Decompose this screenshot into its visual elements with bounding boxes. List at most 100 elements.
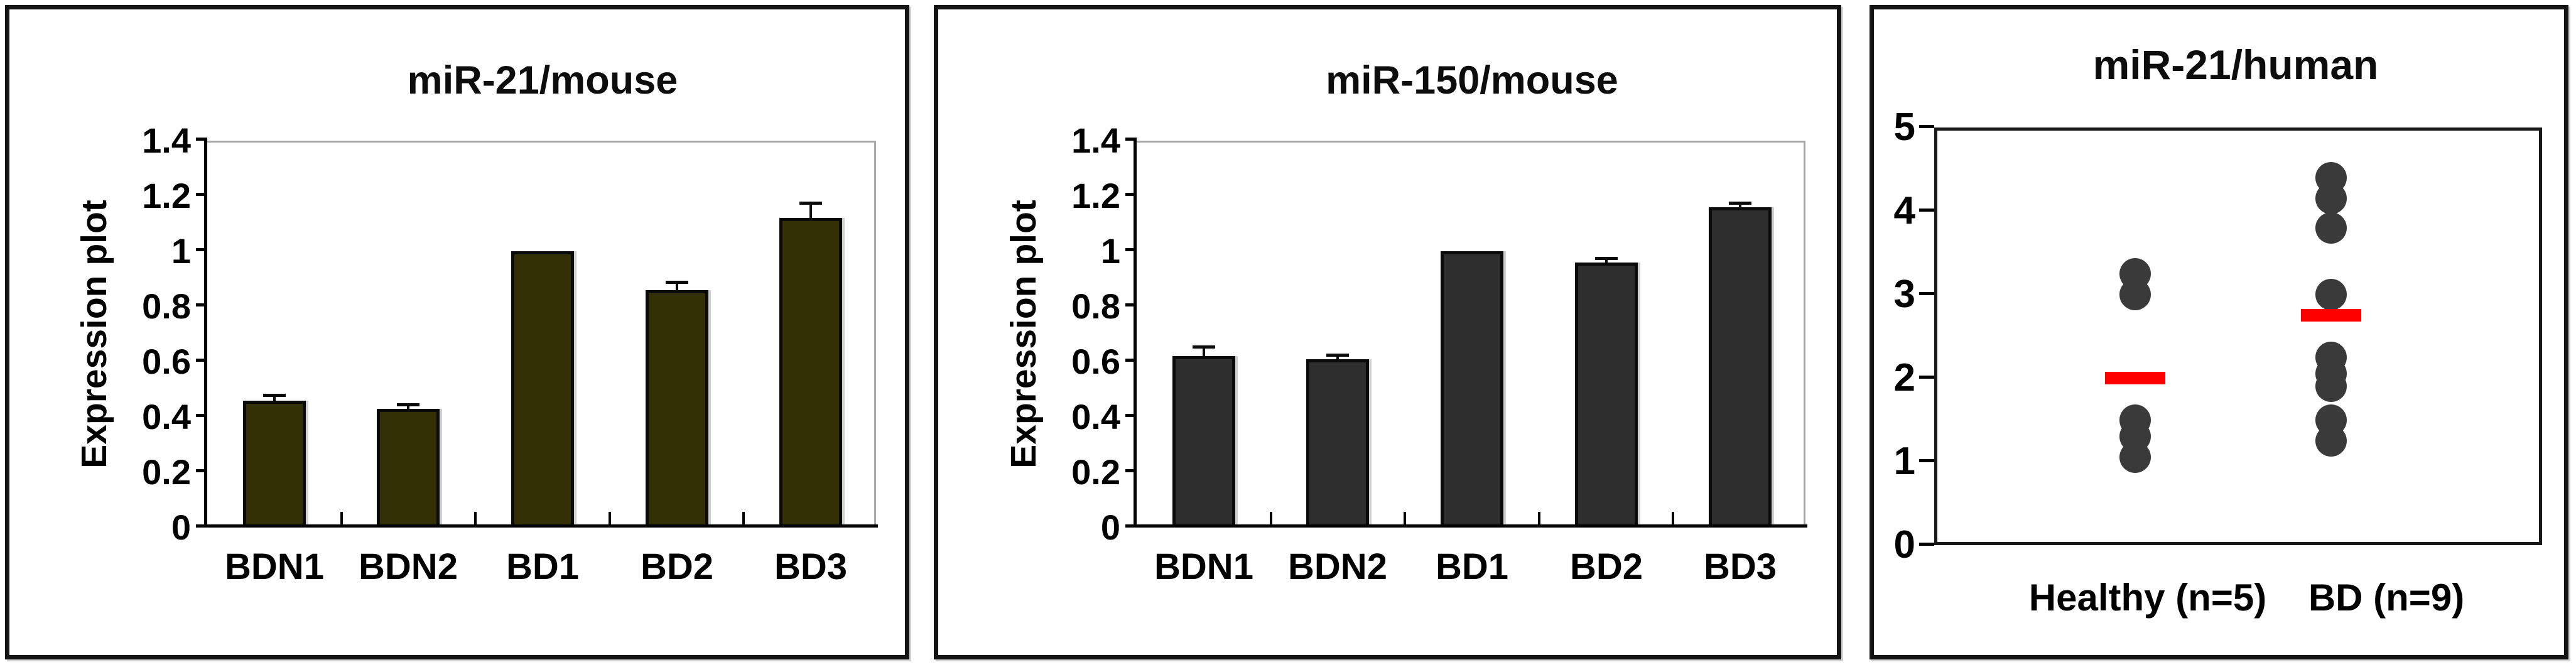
- category-label: BDN2: [1288, 546, 1387, 587]
- y-axis-tick: [1125, 414, 1137, 417]
- x-axis-tick: [1538, 512, 1540, 524]
- category-label: BD2: [1569, 546, 1643, 587]
- y-axis-tick: [196, 303, 207, 306]
- median-line: [2301, 309, 2361, 322]
- chart-title-mir150-mouse: miR-150/mouse: [1326, 58, 1618, 102]
- error-bar-cap: [1326, 354, 1349, 357]
- bar: [779, 218, 842, 528]
- median-line: [2105, 372, 2165, 384]
- y-axis-title-panel1: Expression plot: [74, 200, 114, 469]
- x-axis-tick: [609, 512, 611, 524]
- y-axis-tick-label: 0.6: [142, 342, 191, 381]
- y-axis-tick-label: 0.2: [1071, 452, 1120, 492]
- error-bar-stem: [809, 204, 812, 218]
- y-axis-tick: [1919, 543, 1934, 546]
- error-bar-stem: [1203, 348, 1205, 356]
- y-axis-tick-label: 5: [1893, 106, 1915, 149]
- error-bar-cap: [799, 202, 822, 205]
- y-axis-tick-label: 0.2: [142, 452, 191, 492]
- y-axis-tick-label: 0.6: [1071, 342, 1120, 381]
- x-axis-tick: [742, 512, 745, 524]
- y-axis-tick-label: 4: [1893, 189, 1915, 232]
- group-label: BD (n=9): [2308, 577, 2465, 619]
- y-axis-tick-label: 0.4: [1071, 397, 1120, 436]
- y-axis-tick-label: 1.2: [1071, 176, 1120, 215]
- panel-mir150-mouse: [934, 5, 1841, 659]
- y-axis-tick-label: 0: [1893, 523, 1915, 566]
- bar: [377, 409, 440, 528]
- error-bar-stem: [1739, 204, 1741, 207]
- x-axis-tick: [340, 512, 343, 524]
- y-axis-tick: [1125, 524, 1137, 528]
- y-axis-tick-label: 1.4: [1071, 121, 1120, 160]
- y-axis-tick: [196, 469, 207, 472]
- bar: [1709, 207, 1772, 528]
- y-axis-tick: [1125, 138, 1137, 141]
- category-label: BDN1: [1154, 546, 1253, 587]
- y-axis-tick: [1125, 469, 1137, 472]
- bar: [646, 290, 708, 528]
- x-axis-tick: [474, 512, 477, 524]
- y-axis-tick: [196, 414, 207, 417]
- y-axis-tick: [1919, 125, 1934, 128]
- category-label: BD3: [1703, 546, 1777, 587]
- bar: [243, 401, 306, 528]
- y-axis-tick: [196, 248, 207, 251]
- y-axis-tick: [1125, 248, 1137, 251]
- category-label: BD1: [1435, 546, 1509, 587]
- y-axis-tick-label: 1.2: [142, 176, 191, 215]
- y-axis-tick: [1919, 292, 1934, 295]
- y-axis-tick: [1125, 193, 1137, 196]
- chart-title-mir21-human: miR-21/human: [2092, 41, 2379, 88]
- error-bar-stem: [1605, 259, 1608, 263]
- bar: [1306, 359, 1369, 528]
- category-label: BD3: [774, 546, 848, 587]
- x-axis-tick: [1672, 512, 1674, 524]
- data-point-dot: [2119, 442, 2151, 473]
- error-bar-cap: [1193, 345, 1215, 349]
- category-label: BD1: [506, 546, 580, 587]
- y-axis-tick: [1919, 376, 1934, 379]
- y-axis-tick-label: 0.8: [1071, 286, 1120, 326]
- y-axis-tick-label: 1: [171, 231, 191, 271]
- plot-area-panel2: [1137, 141, 1805, 526]
- y-axis-line: [204, 141, 207, 528]
- category-label: BDN2: [359, 546, 458, 587]
- error-bar-stem: [676, 283, 678, 290]
- y-axis-tick-label: 0: [171, 507, 191, 547]
- data-point-dot: [2119, 279, 2151, 310]
- bar: [511, 251, 574, 528]
- y-axis-tick-label: 2: [1893, 356, 1915, 399]
- error-bar-cap: [263, 394, 286, 397]
- y-axis-tick-label: 1: [1100, 231, 1120, 271]
- y-axis-tick-label: 1.4: [142, 121, 191, 160]
- y-axis-tick: [196, 193, 207, 196]
- error-bar-cap: [397, 403, 419, 406]
- plot-area-panel3: [1934, 127, 2542, 545]
- x-axis-tick: [1404, 512, 1406, 524]
- error-bar-cap: [666, 281, 688, 284]
- y-axis-tick-label: 0.8: [142, 286, 191, 326]
- panel-mir21-human: [1870, 5, 2568, 659]
- y-axis-line: [1134, 141, 1137, 528]
- y-axis-tick-label: 0.4: [142, 397, 191, 436]
- y-axis-tick: [196, 138, 207, 141]
- y-axis-tick: [1919, 209, 1934, 212]
- x-axis-line: [204, 524, 878, 528]
- y-axis-tick: [1919, 459, 1934, 462]
- group-label: Healthy (n=5): [2028, 577, 2267, 619]
- category-label: BD2: [640, 546, 714, 587]
- y-axis-tick-label: 1: [1893, 440, 1915, 483]
- error-bar-stem: [407, 406, 409, 409]
- x-axis-line: [1134, 524, 1807, 528]
- bar: [1441, 251, 1503, 528]
- y-axis-tick-label: 0: [1100, 507, 1120, 547]
- panel-mir21-mouse: [5, 5, 909, 659]
- data-point-dot: [2315, 371, 2347, 402]
- x-axis-tick: [1270, 512, 1272, 524]
- y-axis-tick: [196, 359, 207, 362]
- y-axis-tick-label: 3: [1893, 273, 1915, 316]
- data-point-dot: [2315, 279, 2347, 310]
- category-label: BDN1: [225, 546, 324, 587]
